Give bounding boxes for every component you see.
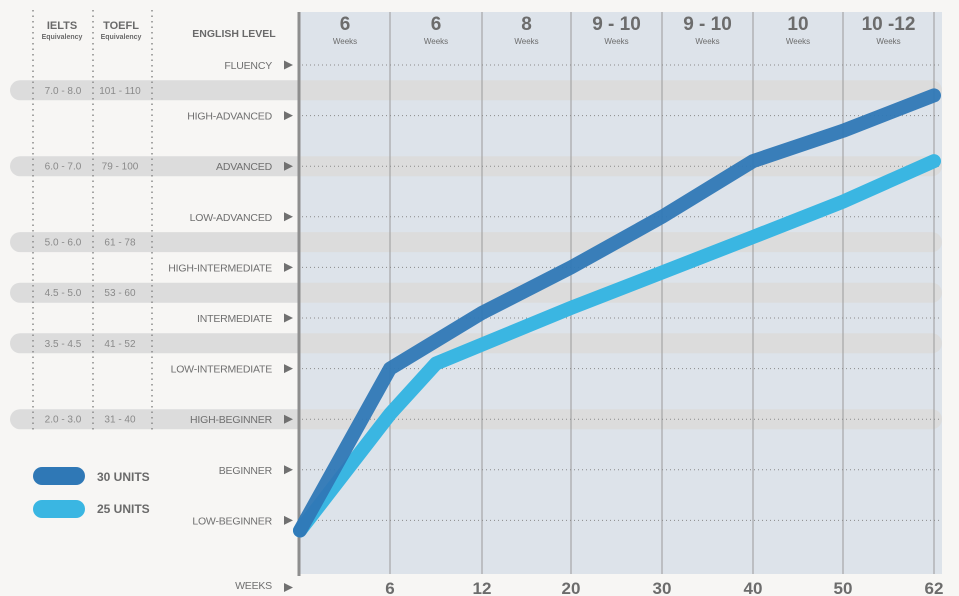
series-line-25-units bbox=[293, 154, 941, 538]
x-tick-label: 30 bbox=[653, 579, 672, 596]
x-tick-label: 6 bbox=[385, 579, 394, 596]
column-header-unit: Weeks bbox=[514, 37, 538, 46]
toefl-score: 31 - 40 bbox=[104, 415, 136, 426]
x-tick-label: 12 bbox=[473, 579, 492, 596]
ielts-score: 4.5 - 5.0 bbox=[45, 288, 82, 299]
toefl-header-sub: Equivalency bbox=[101, 34, 142, 41]
level-label: HIGH-ADVANCED bbox=[187, 111, 272, 123]
ielts-header: IELTS bbox=[47, 20, 77, 32]
level-label: LOW-INTERMEDIATE bbox=[171, 364, 273, 376]
series-line-30-units bbox=[293, 88, 941, 538]
column-header-value: 10 -12 bbox=[862, 14, 916, 35]
level-label: FLUENCY bbox=[224, 60, 272, 72]
column-header-value: 9 - 10 bbox=[592, 14, 641, 35]
column-header-unit: Weeks bbox=[424, 37, 448, 46]
legend-label-30-units: 30 UNITS bbox=[97, 470, 150, 484]
column-header-value: 8 bbox=[521, 14, 532, 35]
level-arrow-icon bbox=[284, 414, 293, 424]
weeks-label: WEEKS bbox=[235, 580, 272, 592]
ielts-score: 5.0 - 6.0 bbox=[45, 238, 82, 249]
level-gridlines bbox=[302, 64, 942, 521]
level-label: LOW-BEGINNER bbox=[192, 515, 272, 527]
level-arrow-icon bbox=[284, 364, 293, 374]
x-tick-label: 50 bbox=[834, 579, 853, 596]
legend: 30 UNITS 25 UNITS bbox=[33, 467, 150, 518]
vertical-gridlines bbox=[389, 12, 935, 574]
x-tick-labels: 6 12 20 30 40 50 62 bbox=[385, 579, 943, 596]
column-header-value: 9 - 10 bbox=[683, 14, 732, 35]
column-header-unit: Weeks bbox=[333, 37, 357, 46]
ielts-score: 3.5 - 4.5 bbox=[45, 339, 82, 350]
ielts-score: 7.0 - 8.0 bbox=[45, 86, 82, 97]
score-band bbox=[10, 156, 942, 177]
column-header-value: 10 bbox=[787, 14, 808, 35]
x-tick-label: 40 bbox=[744, 579, 763, 596]
level-label: HIGH-BEGINNER bbox=[190, 414, 273, 426]
english-level-header: ENGLISH LEVEL bbox=[192, 28, 276, 40]
level-arrow-icon bbox=[284, 161, 293, 171]
x-tick-label: 20 bbox=[562, 579, 581, 596]
level-arrow-icon bbox=[284, 111, 293, 121]
level-label: INTERMEDIATE bbox=[197, 313, 272, 325]
level-arrow-icon bbox=[284, 262, 293, 272]
column-header-unit: Weeks bbox=[786, 37, 810, 46]
level-arrow-icon bbox=[284, 313, 293, 323]
level-labels: FLUENCY HIGH-ADVANCED ADVANCED LOW-ADVANCED… bbox=[168, 60, 293, 527]
column-headers: 6 Weeks 6 Weeks 8 Weeks 9 - 10 Weeks 9 - 10 Weeks… bbox=[333, 14, 916, 46]
column-header-value: 6 bbox=[431, 14, 442, 35]
legend-swatch-25-units bbox=[33, 500, 85, 518]
column-header-unit: Weeks bbox=[604, 37, 628, 46]
ielts-score: 6.0 - 7.0 bbox=[45, 162, 82, 173]
level-arrow-icon bbox=[284, 60, 293, 70]
level-label: HIGH-INTERMEDIATE bbox=[168, 262, 272, 274]
x-tick-label: 62 bbox=[925, 579, 944, 596]
toefl-header: TOEFL bbox=[103, 20, 139, 32]
toefl-score: 53 - 60 bbox=[104, 288, 136, 299]
column-header-unit: Weeks bbox=[876, 37, 900, 46]
level-arrow-icon bbox=[284, 212, 293, 222]
level-label: ADVANCED bbox=[216, 161, 273, 173]
score-band bbox=[10, 80, 942, 101]
toefl-score: 41 - 52 bbox=[104, 339, 136, 350]
score-band bbox=[10, 232, 942, 253]
level-arrow-icon bbox=[284, 515, 293, 525]
column-header-unit: Weeks bbox=[695, 37, 719, 46]
score-labels: 7.0 - 8.0 101 - 110 6.0 - 7.0 79 - 100 5.0 -… bbox=[45, 86, 142, 426]
column-header-value: 6 bbox=[340, 14, 351, 35]
score-band bbox=[10, 282, 942, 303]
legend-swatch-30-units bbox=[33, 467, 85, 485]
toefl-score: 61 - 78 bbox=[104, 238, 136, 249]
toefl-score: 101 - 110 bbox=[99, 86, 141, 97]
level-label: LOW-ADVANCED bbox=[190, 212, 273, 224]
legend-label-25-units: 25 UNITS bbox=[97, 502, 150, 516]
score-band bbox=[10, 409, 942, 430]
level-label: BEGINNER bbox=[219, 465, 273, 477]
weeks-arrow-icon bbox=[284, 583, 293, 592]
ielts-header-sub: Equivalency bbox=[42, 34, 83, 41]
toefl-score: 79 - 100 bbox=[102, 162, 139, 173]
ielts-score: 2.0 - 3.0 bbox=[45, 415, 82, 426]
series-lines bbox=[293, 88, 941, 538]
level-arrow-icon bbox=[284, 465, 293, 475]
